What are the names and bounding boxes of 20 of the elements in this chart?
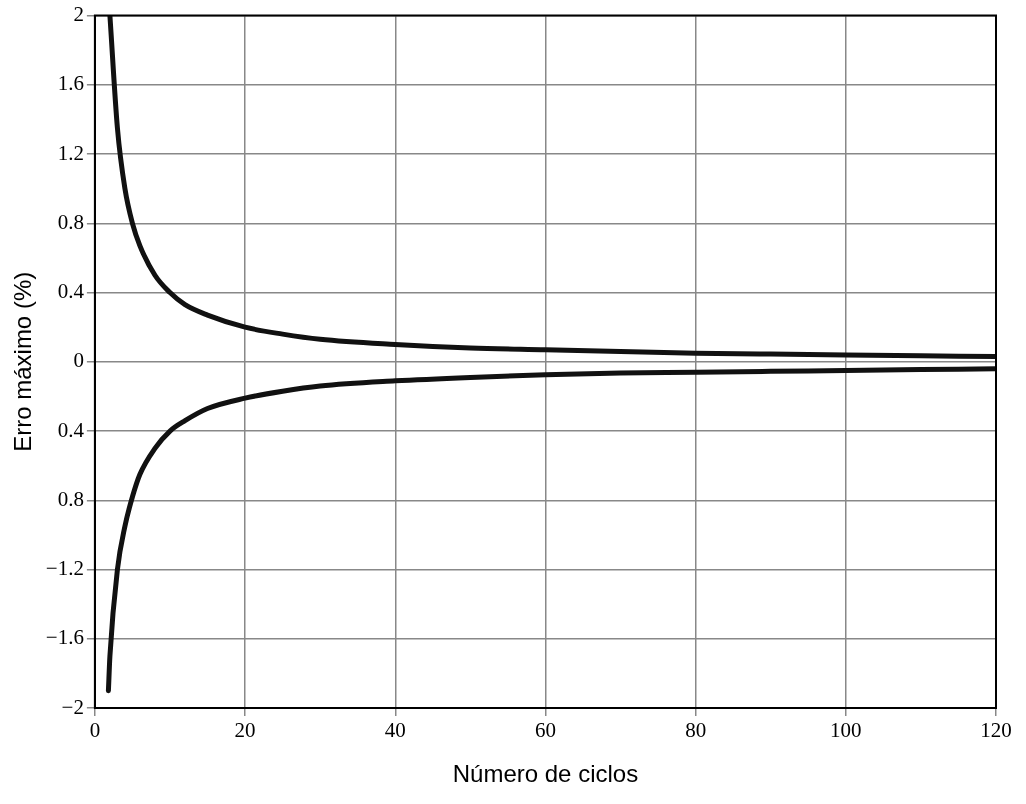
x-tick-label: 0 <box>89 718 101 743</box>
y-axis-title: Erro máximo (%) <box>9 271 37 452</box>
y-tick-label: 0.8 <box>57 209 84 234</box>
y-tick-label: 0.4 <box>57 279 85 304</box>
y-tick-label: 1.2 <box>57 140 84 165</box>
y-tick-label: −2 <box>61 694 84 719</box>
y-tick-label: −1.2 <box>45 556 84 581</box>
x-tick-label: 100 <box>830 718 862 743</box>
x-tick-label: 120 <box>980 718 1012 743</box>
y-tick-label: 1.6 <box>57 71 84 96</box>
y-tick-label: 0 <box>73 348 84 373</box>
y-tick-label: −1.6 <box>45 625 84 650</box>
y-tick-label: 2 <box>73 2 84 27</box>
y-tick-label: 0.8 <box>57 486 84 511</box>
x-tick-label: 40 <box>384 718 406 743</box>
x-axis-title: Número de ciclos <box>452 760 639 788</box>
x-tick-label: 80 <box>685 718 707 743</box>
x-tick-label: 60 <box>534 718 556 743</box>
y-tick-label: 0.4 <box>57 417 85 442</box>
x-tick-label: 20 <box>234 718 256 743</box>
